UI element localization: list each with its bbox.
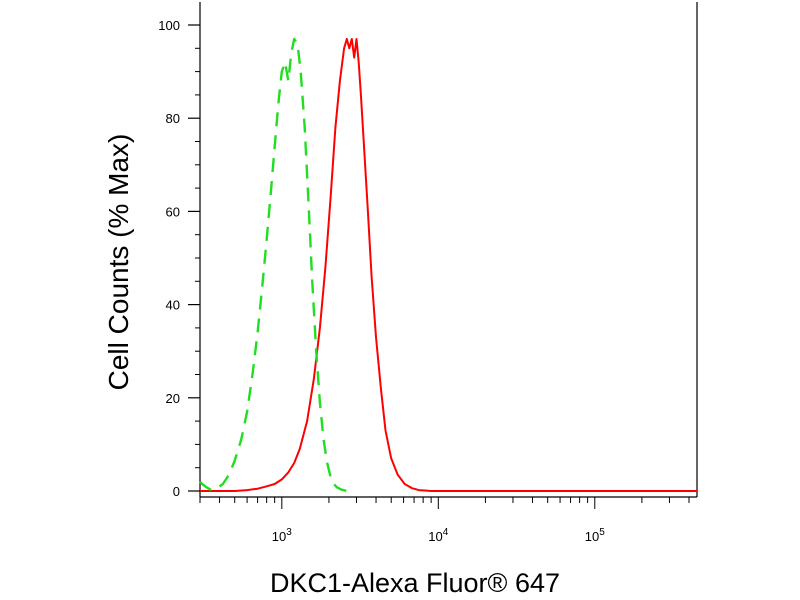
- x-tick-label: 104: [428, 527, 448, 544]
- y-tick-label: 80: [166, 111, 180, 126]
- series-layer: [199, 37, 697, 493]
- y-tick-label: 20: [166, 391, 180, 406]
- x-tick-label: 105: [585, 527, 605, 544]
- x-tick-base: 10: [428, 529, 442, 544]
- y-axis-title: Cell Counts (% Max): [103, 134, 134, 391]
- x-tick-label: 103: [272, 527, 292, 544]
- sample-histogram-line: [200, 38, 697, 492]
- x-axis-title: DKC1-Alexa Fluor® 647: [270, 568, 560, 598]
- control-histogram-line: [199, 37, 348, 493]
- y-tick-label: 40: [166, 298, 180, 313]
- x-tick-base: 10: [585, 529, 599, 544]
- x-tick-base: 10: [272, 529, 286, 544]
- y-tick-label: 100: [158, 18, 180, 33]
- y-axis: 0 20 40 60 80 100: [158, 18, 200, 499]
- x-tick-exponent: 3: [286, 527, 292, 538]
- x-tick-exponent: 5: [599, 527, 605, 538]
- x-axis: 103 104 105: [199, 497, 690, 544]
- x-tick-exponent: 4: [443, 527, 449, 538]
- plot-frame: [199, 2, 698, 498]
- y-tick-label: 0: [173, 484, 180, 499]
- y-tick-label: 60: [166, 204, 180, 219]
